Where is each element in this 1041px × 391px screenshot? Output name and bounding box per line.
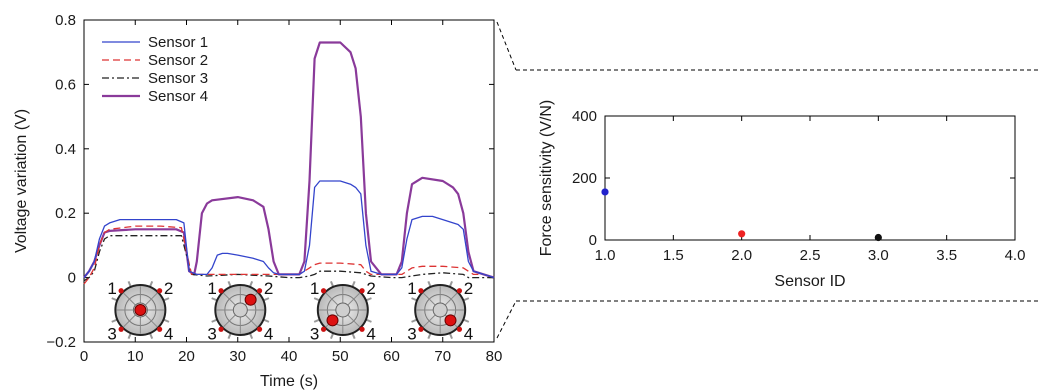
x-tick-label: 30 [229,348,246,365]
pressed-point-marker [326,314,339,327]
legend-label: Sensor 1 [148,34,208,51]
sensor-dot [320,288,327,294]
sensor-number-label: 1 [207,279,216,298]
sensor-number-label: 4 [366,324,375,343]
data-point-sensor-1 [601,188,609,196]
sensor-dot [256,288,263,294]
sensor-dot [418,326,424,332]
x-tick-label: 0 [80,348,88,365]
series-line-sensor-4 [83,41,495,279]
x-tick-label: 40 [281,348,298,365]
pressed-point-marker [134,304,147,316]
y-tick-label: 0.8 [55,12,76,29]
sensor-dot [157,326,163,332]
y-tick-label: 0.2 [55,205,76,222]
sensor-dot [118,288,124,294]
x-tick-label: 50 [332,348,349,365]
x-tick-label: 20 [178,348,195,365]
y-tick-label: 0 [589,232,597,249]
sensor-dot [456,288,463,294]
x-tick-label: 3.5 [936,247,957,264]
sensor-number-label: 3 [407,324,416,343]
sensor-number-label: 3 [107,324,116,343]
sensor-number-label: 1 [407,279,416,298]
sensitivity-chart: 1.0 1.5 2.0 2.5 3.0 3.5 4.0 0 200 400 Sensor ID F… [538,100,1025,290]
sensor-number-label: 1 [107,279,116,298]
sensor-dot [359,288,365,294]
sensor-number-label: 2 [164,279,173,298]
x-tick-label: 2.5 [800,247,821,264]
voltage-y-axis-label: Voltage variation (V) [13,109,30,253]
legend-label: Sensor 3 [148,70,208,87]
y-tick-label: 200 [572,170,597,187]
sensor-dot [256,326,263,332]
sensitivity-plot-frame [604,115,1016,241]
y-tick-label: 0 [68,270,76,287]
sensor-number-label: 2 [264,279,273,298]
legend-label: Sensor 2 [148,52,208,69]
sensor-number-label: 3 [207,324,216,343]
data-point-sensor-3 [874,233,882,242]
sensor-number-label: 4 [264,324,273,343]
x-tick-label: 70 [434,348,451,365]
voltage-x-axis-label: Time (s) [260,373,318,390]
sensor-dot [418,288,424,294]
x-tick-label: 1.5 [663,247,684,264]
sensor-disc-icon: 1 2 3 4 [207,279,273,344]
sensor-number-label: 2 [366,279,375,298]
sensor-disc-icon: 1 2 3 4 [407,279,473,344]
y-tick-label: 0.6 [55,76,76,93]
sensor-dot [218,288,224,294]
y-tick-label: 0.4 [55,141,76,158]
series-line-sensor-1 [83,180,495,279]
sensor-disc-icon: 1 2 3 4 [107,279,173,344]
zoom-connector [496,21,1038,339]
sensor-number-label: 4 [464,324,473,343]
x-tick-label: 4.0 [1005,247,1026,264]
series-line-sensor-2 [83,225,495,285]
sensor-number-label: 3 [310,324,319,343]
sensor-dot [118,326,124,332]
x-tick-label: 2.0 [731,247,752,264]
y-tick-label: −0.2 [46,334,76,351]
pressed-point-marker [444,314,457,327]
sensor-number-label: 2 [464,279,473,298]
sensor-dot [359,326,365,332]
x-tick-label: 60 [383,348,400,365]
x-tick-label: 3.0 [868,247,889,264]
data-point-sensor-2 [738,230,746,238]
sensor-disc-icon: 1 2 3 4 [310,279,376,344]
pressed-point-marker [244,293,257,306]
x-tick-label: 1.0 [595,247,616,264]
voltage-chart: 0 10 20 30 40 50 60 70 80−0.200.20.40.60.8 Senso… [13,12,502,390]
sensor-dot [456,326,463,332]
y-tick-label: 400 [572,108,597,125]
sensitivity-y-axis-label: Force sensitivity (V/N) [538,100,555,256]
x-tick-label: 10 [127,348,144,365]
sensitivity-x-axis-label: Sensor ID [774,273,845,290]
sensor-number-label: 1 [310,279,319,298]
sensor-dot [157,288,163,294]
x-tick-label: 80 [486,348,503,365]
sensor-dot [218,326,224,332]
sensor-number-label: 4 [164,324,173,343]
legend-label: Sensor 4 [148,88,208,105]
sensor-dot [320,326,327,332]
